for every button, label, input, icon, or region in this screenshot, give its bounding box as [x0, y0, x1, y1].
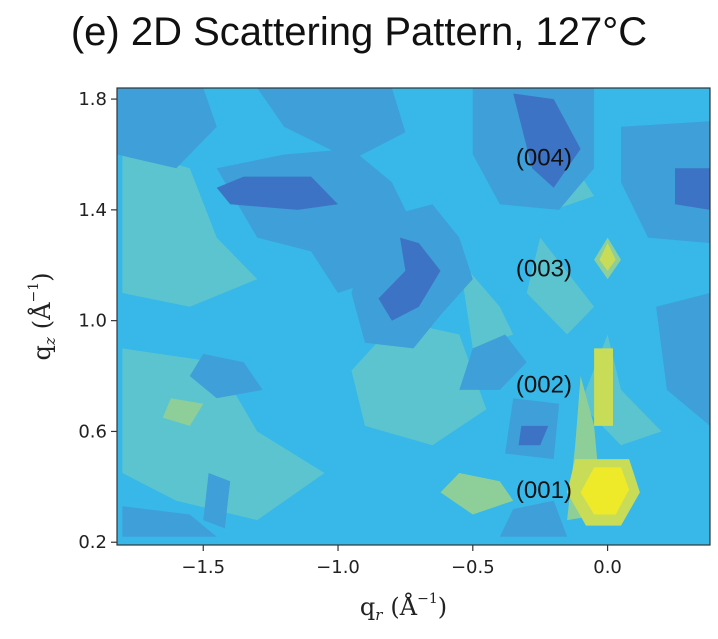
contour-region-13 — [621, 121, 710, 244]
y-tick-label: 0.2 — [78, 532, 107, 553]
plot-frame — [116, 87, 711, 546]
x-tick-label: 0.0 — [593, 557, 622, 578]
contour-region-18 — [459, 334, 527, 390]
contour-region-30 — [594, 348, 613, 426]
contour-region-32 — [580, 467, 630, 515]
contour-region-31 — [599, 243, 616, 271]
contour-region-21 — [378, 237, 441, 321]
y-tick-label: 0.6 — [78, 421, 107, 442]
contour-region-23 — [675, 168, 710, 210]
peak-label: (002) — [516, 372, 572, 399]
contour-region-16 — [203, 473, 231, 529]
contour-region-26 — [440, 473, 514, 515]
contour-region-24 — [518, 425, 549, 446]
peak-label: (001) — [516, 477, 572, 504]
x-tick-label: −1.5 — [181, 557, 225, 578]
contour-region-1 — [122, 148, 258, 307]
y-tick-label: 1.8 — [78, 89, 107, 110]
contour-region-4 — [459, 259, 514, 349]
contour-region-14 — [656, 293, 710, 426]
contour-region-20 — [216, 176, 338, 210]
contour-region-19 — [499, 500, 568, 537]
axis-ticks: −1.5 −1.0 −0.5 0.0 0.2 0.6 1.0 1.4 1.8 — [78, 89, 622, 578]
contour-region-3 — [351, 320, 487, 446]
contour-region-27 — [162, 398, 204, 426]
x-axis-label: qr (Å−1) — [360, 591, 447, 624]
contour-region-8 — [117, 88, 217, 169]
contour-region-6 — [526, 237, 595, 335]
x-tick-label: −1.0 — [316, 557, 360, 578]
contour-regions — [117, 88, 710, 537]
chart-title: (e) 2D Scattering Pattern, 127°C — [70, 10, 648, 54]
contour-region-22 — [513, 93, 581, 188]
y-tick-label: 1.4 — [78, 200, 107, 221]
y-axis-label: qz(Å−1) — [26, 273, 59, 361]
contour-region-9 — [257, 88, 406, 160]
peak-annotations: (001) (002) (003) (004) — [516, 145, 572, 504]
contour-region-2 — [122, 348, 325, 521]
y-tick-label: 1.0 — [78, 311, 107, 332]
peak-label: (003) — [516, 255, 572, 282]
contour-region-0 — [122, 506, 217, 537]
peak-label: (004) — [516, 145, 572, 172]
contour-region-15 — [189, 353, 263, 399]
x-tick-label: −0.5 — [451, 557, 495, 578]
